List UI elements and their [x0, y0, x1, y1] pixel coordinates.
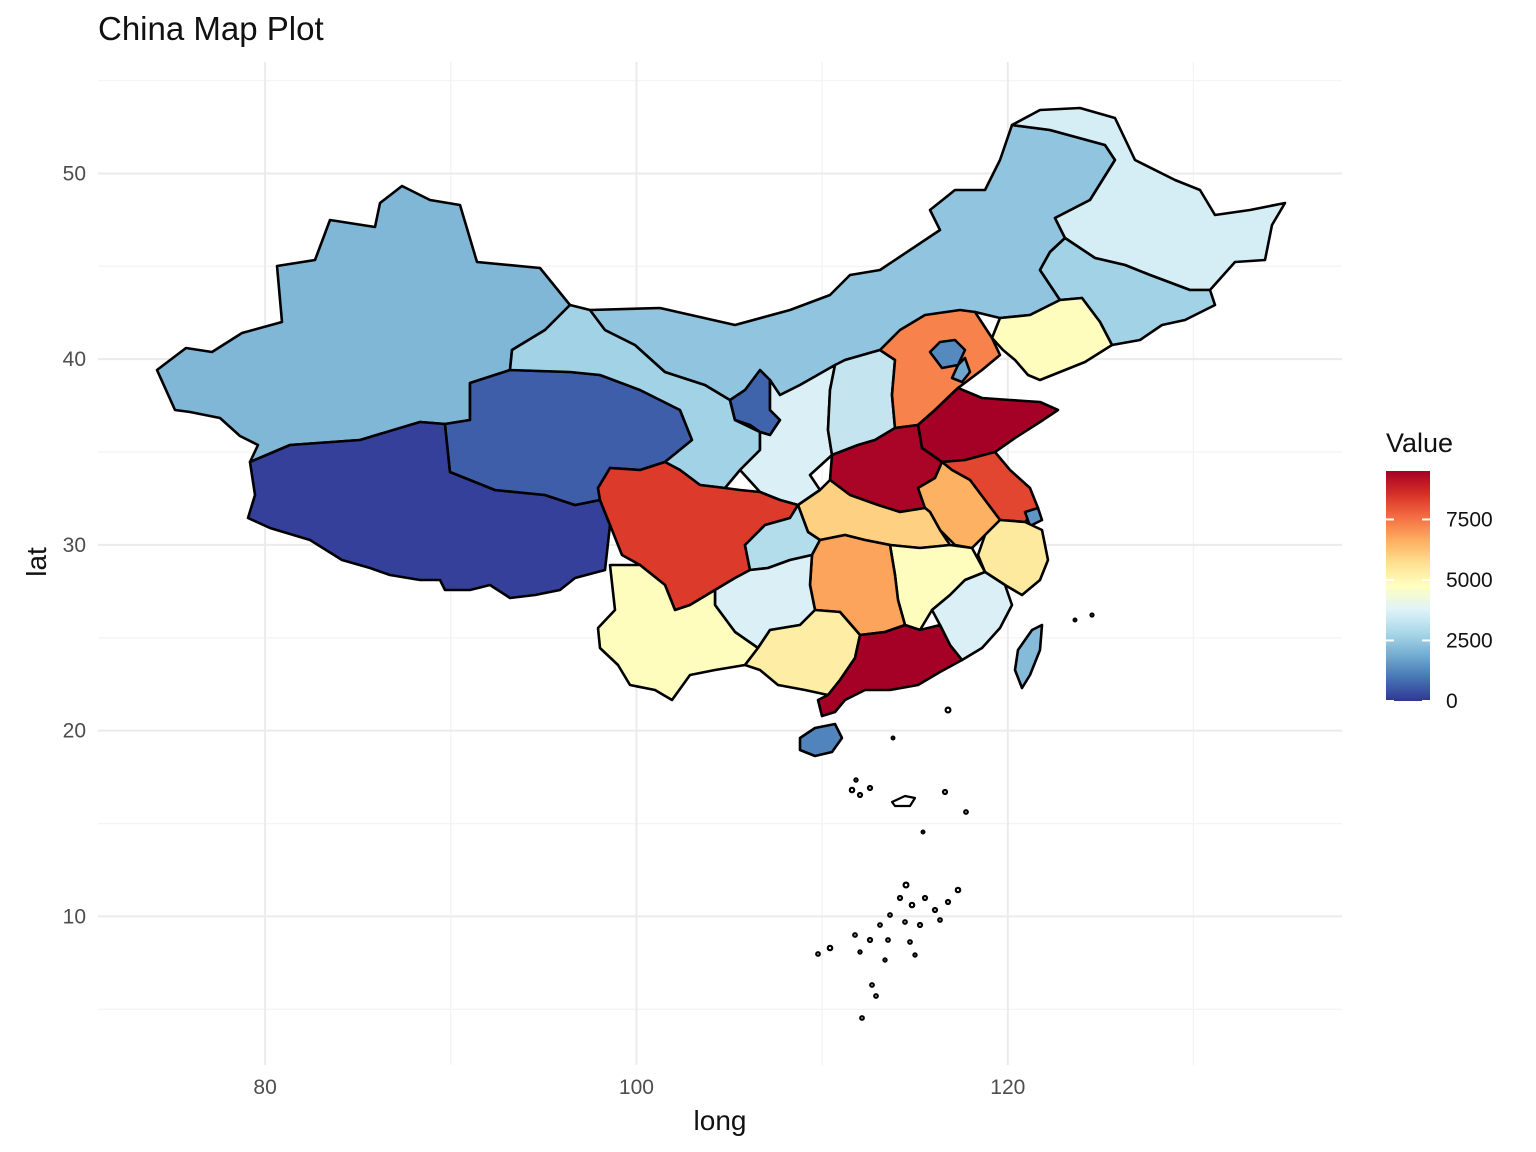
region-hebei[interactable]	[878, 308, 1002, 430]
x-tick-label: 120	[990, 1076, 1025, 1099]
region-hainan[interactable]	[798, 722, 844, 758]
south-china-sea-islands	[815, 612, 1095, 1021]
region-tianjin[interactable]	[950, 356, 972, 384]
legend-colorbar	[1386, 471, 1430, 701]
region-beijing[interactable]	[928, 338, 967, 370]
y-tick-label: 20	[63, 720, 86, 743]
y-tick-label: 30	[63, 534, 86, 557]
x-tick-label: 80	[253, 1076, 276, 1099]
region-heilongjiang[interactable]	[1010, 106, 1287, 292]
x-axis-title: long	[694, 1105, 747, 1136]
legend-tick-label: 7500	[1446, 508, 1493, 531]
legend-tick-label: 2500	[1446, 629, 1493, 652]
region-taiwan[interactable]	[1013, 623, 1044, 690]
legend-tick-label: 0	[1446, 690, 1458, 713]
region-liaoning[interactable]	[990, 296, 1114, 382]
x-tick-label: 100	[619, 1076, 654, 1099]
legend: Value 0 2500 5000 7500	[1386, 428, 1493, 713]
region-guangdong[interactable]	[816, 623, 964, 718]
y-axis-title: lat	[21, 547, 52, 577]
legend-ticks: 0 2500 5000 7500	[1386, 508, 1493, 713]
chart-title: China Map Plot	[98, 10, 324, 47]
y-tick-label: 40	[63, 348, 86, 371]
legend-tick-label: 5000	[1446, 569, 1493, 592]
y-tick-label: 10	[63, 905, 86, 928]
y-axis-ticks: 10 20 30 40 50	[63, 162, 86, 928]
region-yunnan[interactable]	[596, 563, 760, 702]
x-axis-ticks: 80 100 120	[253, 1076, 1025, 1099]
y-tick-label: 50	[63, 162, 86, 185]
region-shanghai[interactable]	[1023, 506, 1044, 528]
map-layer	[155, 106, 1287, 758]
legend-title: Value	[1386, 428, 1453, 458]
